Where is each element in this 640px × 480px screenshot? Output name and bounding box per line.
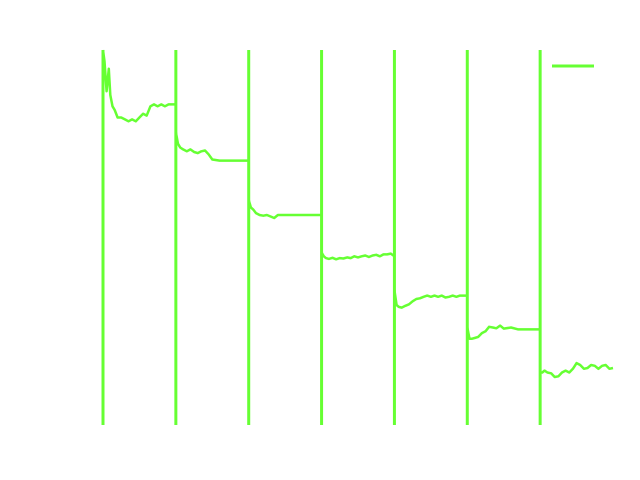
series-0-segment-3	[320, 251, 396, 261]
series-0-segment-2	[247, 199, 322, 220]
series-0-segment-1	[174, 132, 249, 162]
plot-area	[101, 49, 614, 425]
series-0-segment-5	[466, 324, 541, 341]
series-0-segment-4	[393, 289, 468, 309]
series-0-segment-0	[101, 49, 176, 123]
series-0-segment-6	[540, 361, 614, 379]
